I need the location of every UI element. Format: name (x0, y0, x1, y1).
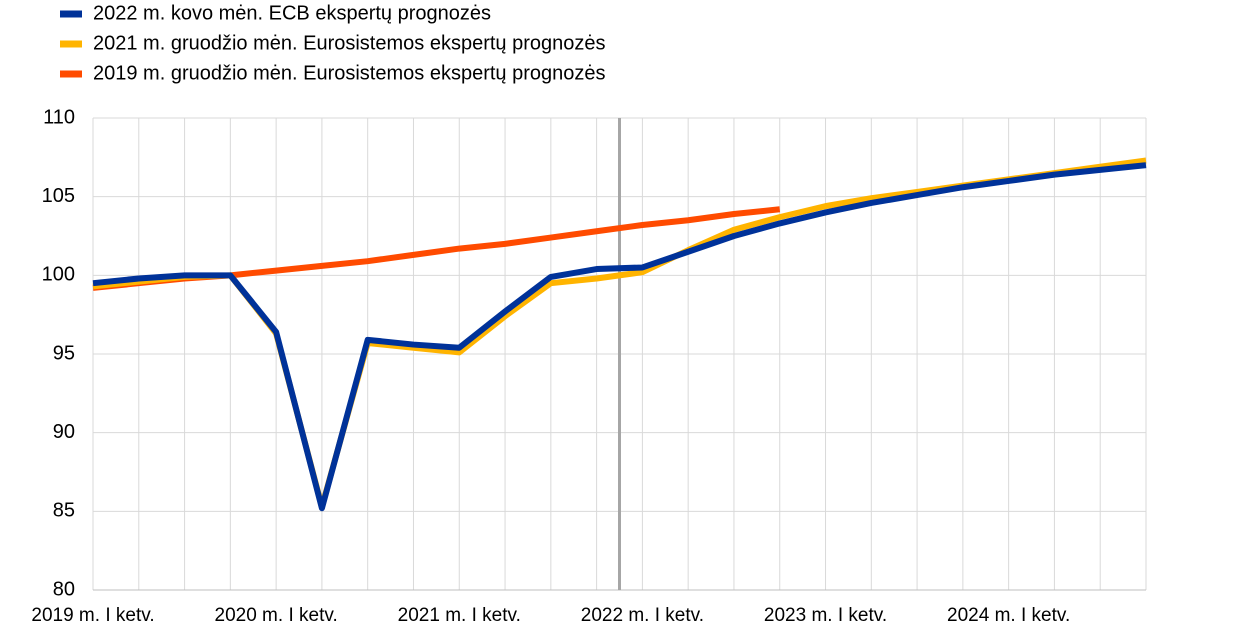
y-tick-label: 85 (53, 500, 75, 522)
x-tick-label: 2024 m. I ketv. (947, 605, 1070, 626)
y-tick-label: 110 (43, 106, 75, 128)
x-tick-label: 2023 m. I ketv. (764, 605, 887, 626)
y-tick-label: 105 (42, 185, 75, 207)
y-tick-label: 90 (53, 421, 75, 443)
legend-label: 2022 m. kovo mėn. ECB ekspertų prognozės (93, 2, 491, 24)
x-tick-label: 2022 m. I ketv. (581, 605, 704, 626)
x-tick-label: 2020 m. I ketv. (215, 605, 338, 626)
x-tick-label: 2019 m. I ketv. (31, 605, 154, 626)
y-tick-label: 95 (53, 342, 75, 364)
y-tick-label: 80 (53, 578, 75, 600)
y-tick-label: 100 (42, 264, 75, 286)
series-line (92, 162, 1147, 512)
x-tick-label: 2021 m. I ketv. (398, 605, 521, 626)
legend-label: 2019 m. gruodžio mėn. Eurosistemos ekspe… (93, 62, 606, 84)
legend-label: 2021 m. gruodžio mėn. Eurosistemos ekspe… (93, 32, 606, 54)
